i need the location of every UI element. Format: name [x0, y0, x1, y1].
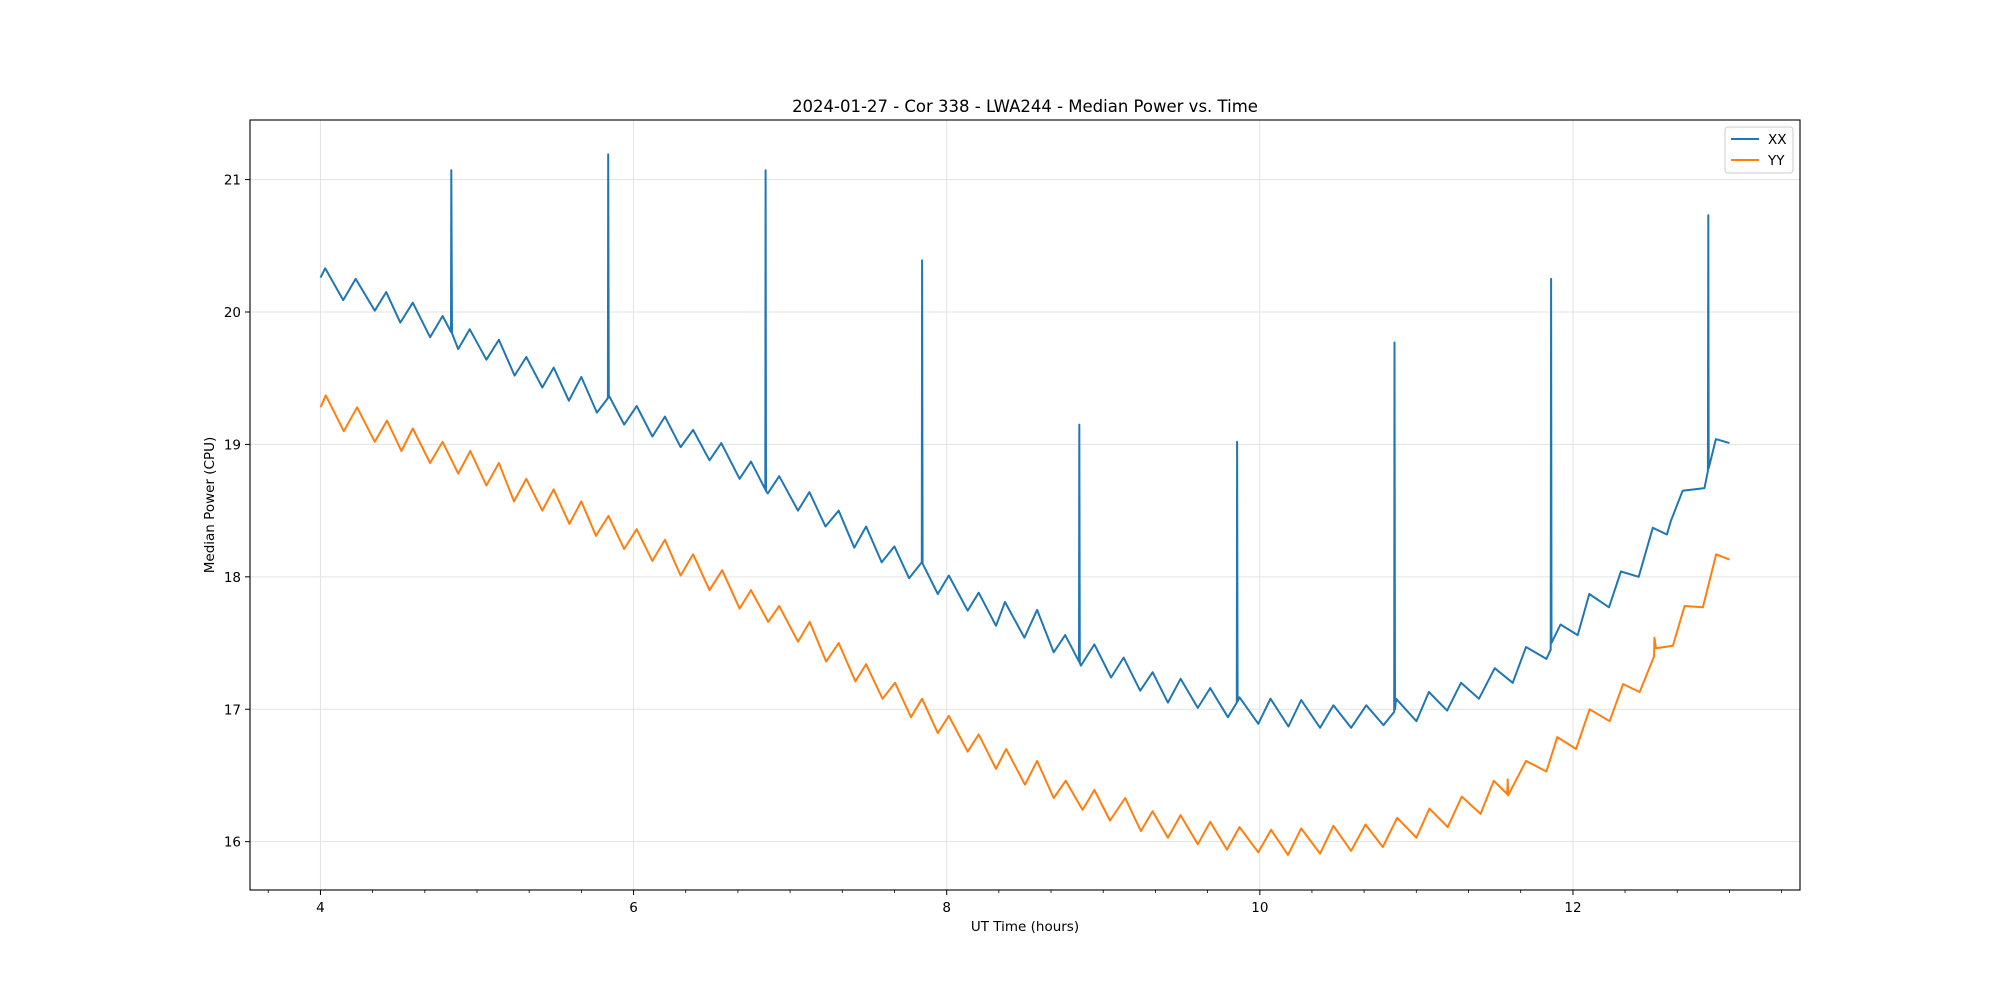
- grid-lines: [250, 120, 1800, 890]
- y-tick-label: 17: [224, 702, 241, 718]
- x-axis-ticks: 4 6 8 10 12: [267, 890, 1782, 916]
- x-tick-label: 8: [942, 900, 951, 916]
- y-tick-label: 19: [224, 437, 241, 453]
- series-line-yy: [319, 394, 1730, 856]
- x-axis-label: UT Time (hours): [971, 919, 1079, 935]
- x-tick-label: 10: [1251, 900, 1268, 916]
- y-tick-label: 20: [224, 305, 241, 321]
- x-tick-label: 6: [629, 900, 638, 916]
- y-tick-label: 16: [224, 835, 241, 851]
- chart-title: 2024-01-27 - Cor 338 - LWA244 - Median P…: [792, 97, 1258, 116]
- legend: XX YY: [1724, 126, 1794, 174]
- x-tick-label: 4: [316, 900, 325, 916]
- y-tick-label: 21: [224, 173, 241, 189]
- y-tick-label: 18: [224, 570, 241, 586]
- series-line-xx: [319, 153, 1730, 729]
- legend-label-xx: XX: [1768, 132, 1787, 148]
- y-axis-ticks: 16 17 18 19 20 21: [224, 173, 250, 851]
- axes-frame: [249, 119, 1801, 891]
- legend-label-yy: YY: [1767, 153, 1785, 169]
- plot-area: [319, 153, 1730, 856]
- x-tick-label: 12: [1564, 900, 1581, 916]
- series-group: [319, 153, 1730, 856]
- y-axis-label: Median Power (CPU): [202, 437, 218, 573]
